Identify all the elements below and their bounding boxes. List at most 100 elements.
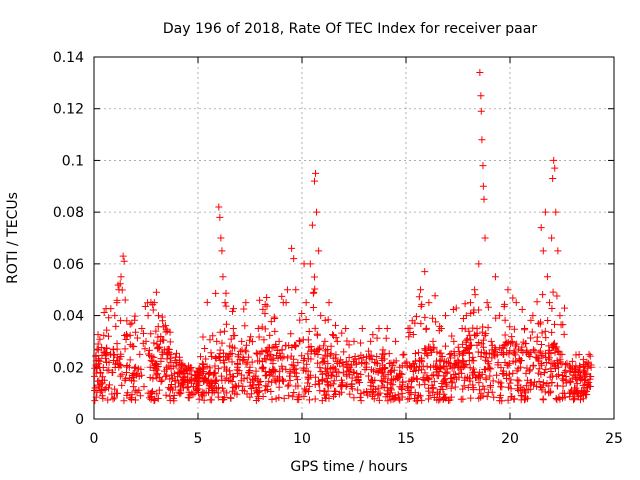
data-point	[459, 315, 467, 323]
data-point	[196, 374, 204, 382]
data-point	[458, 325, 466, 332]
data-point	[223, 389, 231, 397]
data-point	[121, 345, 129, 353]
data-point	[369, 331, 377, 339]
data-point	[195, 395, 203, 403]
data-point	[367, 366, 375, 374]
data-point	[513, 376, 521, 384]
data-point	[364, 391, 372, 399]
data-point	[155, 343, 163, 351]
data-point	[227, 335, 235, 343]
data-point	[233, 390, 241, 398]
data-point	[200, 389, 208, 397]
data-point	[428, 314, 436, 322]
data-point	[575, 368, 583, 376]
data-point	[482, 349, 490, 357]
data-point	[219, 396, 227, 404]
data-point	[429, 389, 437, 397]
data-point	[236, 347, 244, 355]
data-point	[288, 343, 296, 351]
data-point	[396, 363, 404, 371]
data-point	[107, 350, 115, 358]
data-point	[90, 372, 98, 380]
data-point	[128, 342, 136, 350]
x-tick-label: 15	[397, 431, 415, 447]
data-point	[515, 356, 523, 364]
data-point	[338, 376, 346, 384]
data-point	[290, 355, 298, 363]
data-point	[219, 273, 227, 281]
data-point	[418, 396, 426, 404]
data-point	[550, 341, 558, 349]
data-point	[270, 366, 278, 374]
data-point	[242, 360, 250, 368]
data-point	[162, 391, 170, 399]
data-point	[455, 358, 463, 366]
data-point	[405, 333, 413, 341]
data-point	[447, 350, 455, 358]
data-point	[212, 289, 220, 297]
x-axis-label: GPS time / hours	[290, 459, 407, 475]
data-point	[411, 349, 419, 357]
data-point	[406, 363, 414, 371]
data-point	[339, 369, 347, 377]
data-point	[102, 358, 110, 366]
data-point	[548, 379, 556, 387]
data-point	[335, 360, 343, 368]
data-point	[566, 362, 574, 370]
data-point	[404, 395, 412, 403]
data-point	[506, 379, 514, 387]
data-point	[313, 208, 321, 216]
data-point	[236, 356, 244, 364]
data-point	[386, 389, 394, 397]
data-point	[559, 321, 567, 329]
data-point	[108, 390, 116, 398]
data-point	[293, 395, 301, 403]
data-point	[567, 378, 575, 386]
data-point	[500, 350, 508, 358]
data-point	[345, 341, 353, 349]
data-point	[290, 388, 298, 396]
data-point	[228, 387, 236, 395]
data-point	[466, 364, 474, 372]
data-point	[287, 330, 295, 338]
data-point	[227, 394, 235, 402]
y-tick-label: 0.1	[62, 153, 84, 169]
data-point	[111, 312, 119, 320]
data-point	[348, 380, 356, 388]
data-point	[549, 360, 557, 368]
data-point	[509, 369, 517, 377]
data-point	[196, 366, 204, 374]
data-point	[440, 390, 448, 398]
data-point	[131, 312, 139, 320]
data-point	[327, 349, 335, 357]
data-point	[216, 356, 224, 364]
data-point	[193, 380, 201, 388]
data-point	[234, 363, 242, 371]
data-point	[466, 299, 474, 307]
data-point	[94, 356, 102, 364]
data-point	[479, 392, 487, 400]
data-point	[114, 281, 122, 289]
data-point	[501, 316, 509, 324]
data-point	[561, 361, 569, 369]
data-point	[395, 373, 403, 381]
data-point	[476, 386, 484, 394]
data-point	[576, 362, 584, 370]
data-point	[455, 348, 463, 356]
data-point	[421, 313, 429, 321]
data-point	[501, 358, 509, 366]
data-point	[324, 382, 332, 390]
data-point	[415, 349, 423, 357]
data-point	[468, 356, 476, 364]
data-point	[171, 383, 179, 391]
axis-ticks	[93, 56, 615, 420]
data-point	[203, 362, 211, 370]
data-point	[461, 362, 469, 370]
data-point	[543, 273, 551, 281]
data-point	[113, 389, 121, 397]
data-point	[484, 303, 492, 311]
data-point	[421, 268, 429, 276]
data-point	[284, 382, 292, 390]
data-point	[496, 312, 504, 320]
